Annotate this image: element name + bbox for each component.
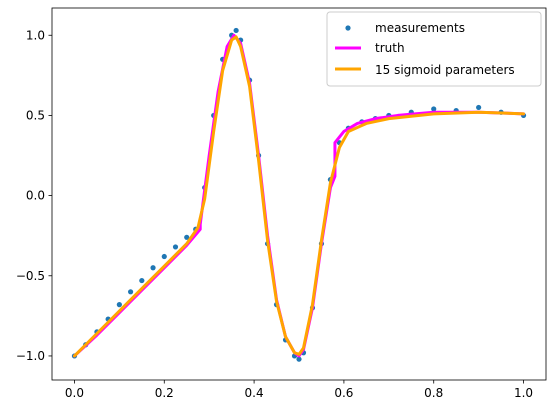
measurement-point — [476, 104, 482, 111]
x-tick-label: 0.4 — [245, 386, 264, 400]
legend: measurements truth 15 sigmoid parameters — [326, 11, 542, 87]
axes-frame — [51, 7, 547, 381]
legend-box — [326, 11, 542, 87]
measurement-point — [139, 277, 145, 284]
plot-area — [71, 27, 527, 362]
y-axis: −1.0 −0.5 0.0 0.5 1.0 — [16, 28, 52, 363]
line-series-15-sigmoid-parameters — [72, 35, 526, 358]
y-tick-label: 0.0 — [26, 189, 45, 203]
x-axis: 0.0 0.2 0.4 0.6 0.8 1.0 — [65, 380, 533, 400]
measurement-point — [233, 27, 239, 34]
x-tick-label: 0.6 — [334, 386, 353, 400]
legend-marker-measurements — [345, 25, 351, 31]
x-tick-label: 1.0 — [514, 386, 533, 400]
measurement-point — [116, 302, 122, 308]
x-tick-label: 0.2 — [155, 386, 174, 400]
y-tick-label: 0.5 — [26, 108, 45, 122]
measurement-point — [150, 265, 156, 271]
measurement-point — [127, 289, 134, 295]
y-tick-label: 1.0 — [26, 28, 45, 42]
legend-label-15-sigmoid-parameters: 15 sigmoid parameters — [375, 63, 515, 77]
measurement-point — [431, 106, 437, 112]
measurement-point — [172, 244, 179, 250]
legend-label-truth: truth — [375, 41, 405, 55]
x-tick-label: 0.8 — [424, 386, 443, 400]
x-tick-label: 0.0 — [65, 386, 84, 400]
y-tick-label: −1.0 — [16, 349, 45, 363]
measurement-point — [296, 356, 302, 362]
measurement-point — [184, 234, 190, 240]
legend-label-measurements: measurements — [375, 21, 465, 35]
y-tick-label: −0.5 — [16, 269, 45, 283]
measurement-point — [161, 253, 167, 260]
